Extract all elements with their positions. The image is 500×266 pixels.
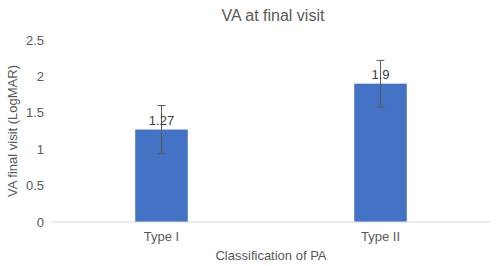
y-axis-title: VA final visit (LogMAR) [5,65,20,197]
y-tick-label: 0 [37,215,44,230]
y-tick-label: 2.5 [26,33,44,48]
y-tick-label: 0.5 [26,178,44,193]
chart-container: VA at final visit 0 0.5 1 1.5 2 2.5 1.27 1.9 Type… [0,0,500,266]
x-axis-line [52,222,490,223]
x-tick-label: Type I [144,229,179,244]
y-tick-label: 2 [37,69,44,84]
y-tick-label: 1.5 [26,105,44,120]
chart-svg: VA at final visit 0 0.5 1 1.5 2 2.5 1.27 1.9 Type… [0,0,500,266]
data-label: 1.27 [149,113,174,128]
data-label: 1.9 [371,67,389,82]
x-tick-label: Type II [361,229,400,244]
plot-area [135,60,407,222]
chart-title: VA at final visit [222,7,325,24]
y-tick-label: 1 [37,142,44,157]
x-axis-title: Classification of PA [215,248,326,263]
